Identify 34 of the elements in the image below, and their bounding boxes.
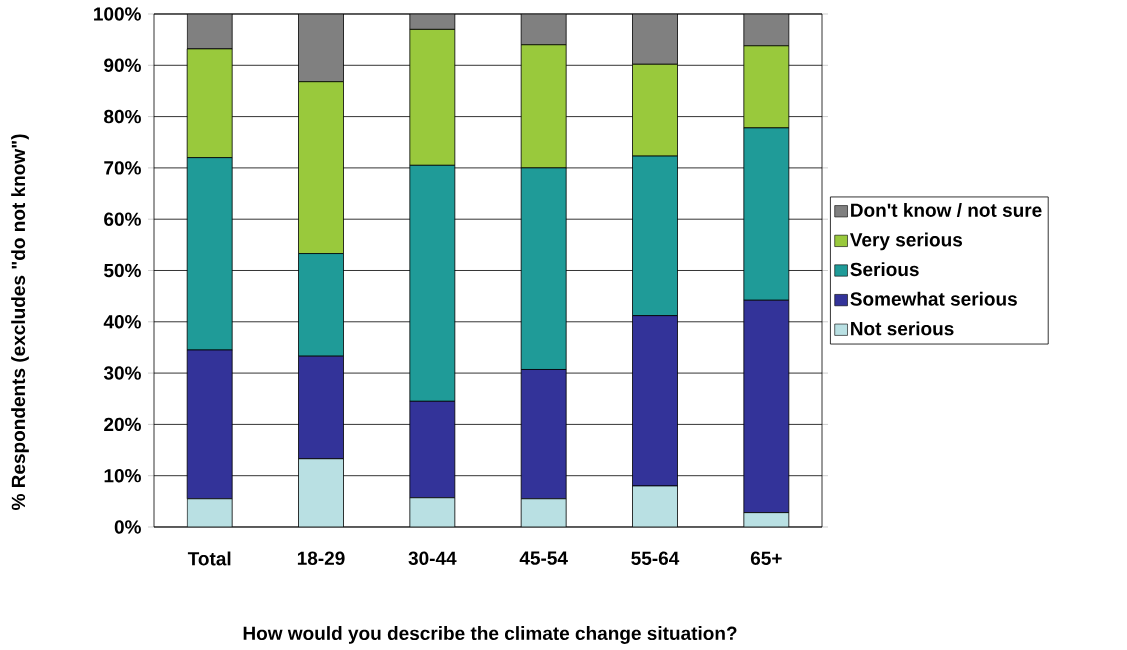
- legend-label: Don't know / not sure: [851, 202, 1042, 217]
- x-tick-label: 30-44: [408, 551, 457, 565]
- x-axis-title: How would you describe the climate change situation?: [243, 625, 737, 644]
- bar: [298, 13, 344, 82]
- y-tick-label: 100%: [94, 7, 141, 21]
- bar: [520, 498, 567, 527]
- y-tick-label: 30%: [103, 366, 141, 380]
- bar: [632, 485, 678, 527]
- bar: [186, 13, 233, 50]
- legend-label: Very serious: [849, 232, 963, 251]
- bar: [632, 13, 678, 65]
- legend-label: Somewhat serious: [850, 291, 1017, 306]
- y-tick-label: 40%: [103, 314, 141, 329]
- legend-label: Not serious: [851, 321, 954, 336]
- x-tick-label: 45-54: [519, 551, 568, 565]
- y-tick-label: 90%: [104, 58, 141, 72]
- x-tick-label: 65+: [750, 551, 782, 565]
- x-tick-label: 55-64: [631, 551, 680, 565]
- y-tick-label: 80%: [104, 109, 141, 124]
- legend-label: Serious: [850, 262, 919, 277]
- bar: [298, 458, 344, 527]
- x-tick-label: 18-29: [297, 551, 345, 565]
- bar: [743, 13, 790, 47]
- y-tick-label: 70%: [104, 161, 141, 175]
- y-tick-label: 60%: [104, 212, 141, 226]
- x-tick-label: Total: [187, 551, 231, 566]
- bar: [409, 497, 456, 527]
- y-tick-label: 0%: [114, 520, 141, 534]
- bar: [520, 13, 567, 46]
- y-tick-label: 10%: [104, 468, 141, 483]
- bar: [186, 498, 233, 527]
- y-tick-label: 50%: [104, 263, 141, 278]
- y-tick-label: 20%: [104, 417, 141, 432]
- y-axis-title: % Respondents (excludes "do not know"): [11, 134, 29, 510]
